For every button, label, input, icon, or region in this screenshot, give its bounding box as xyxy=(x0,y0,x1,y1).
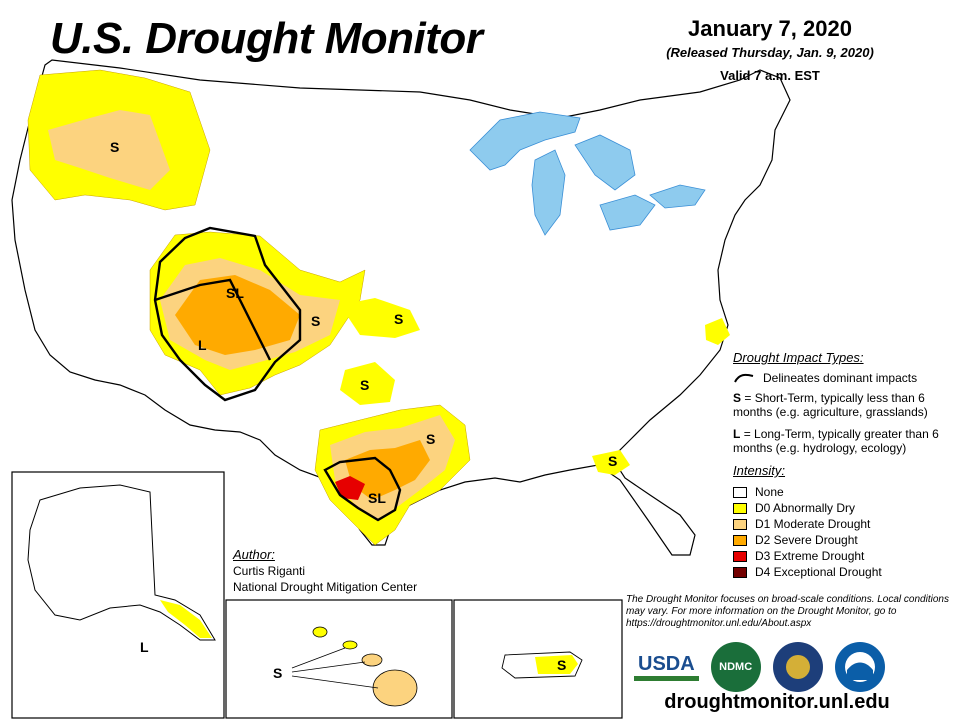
usda-logo: USDA xyxy=(634,653,699,681)
hawaii-island-oahu xyxy=(342,640,358,650)
author-name: Curtis Riganti xyxy=(233,564,306,578)
intensity-row: D0 Abnormally Dry xyxy=(733,500,953,516)
short-term-entry: S = Short-Term, typically less than 6 mo… xyxy=(733,391,953,419)
label-l-arizona: L xyxy=(198,337,207,353)
intensity-label: None xyxy=(755,485,784,499)
intensity-swatch xyxy=(733,486,747,498)
label-s-florida: S xyxy=(608,453,617,469)
impact-line-icon xyxy=(734,373,754,383)
delineates-text: Delineates dominant impacts xyxy=(763,371,918,385)
author-org: National Drought Mitigation Center xyxy=(233,580,418,594)
d2-texas xyxy=(345,440,430,500)
hawaii-pointer-3 xyxy=(291,675,379,689)
label-s-colorado: S xyxy=(311,313,320,329)
noaa-logo xyxy=(834,642,885,692)
short-term-key: S xyxy=(733,391,742,405)
map-title: U.S. Drought Monitor xyxy=(50,14,483,63)
label-s-hawaii: S xyxy=(273,665,282,681)
impact-line-west xyxy=(153,226,302,402)
valid-time: Valid 7 a.m. EST xyxy=(720,68,820,83)
long-term-key: L xyxy=(733,427,741,441)
long-term-entry: L = Long-Term, typically greater than 6 … xyxy=(733,427,953,455)
intensity-swatch xyxy=(733,518,747,530)
hawaii-island-big xyxy=(372,669,418,707)
ndmc-logo: NDMC xyxy=(710,642,761,692)
d1-pacific-northwest xyxy=(48,110,170,190)
label-sl-utah: SL xyxy=(226,285,244,301)
alaska-d0 xyxy=(160,600,212,638)
puerto-rico-d0 xyxy=(535,655,578,674)
label-sl-texas: SL xyxy=(368,490,386,506)
impact-line-texas xyxy=(323,456,402,522)
label-s-kansas: S xyxy=(394,311,403,327)
hawaii-pointer-2 xyxy=(291,661,366,673)
label-s-oklahoma: S xyxy=(360,377,369,393)
label-s-puerto-rico: S xyxy=(557,657,566,673)
intensity-label: D2 Severe Drought xyxy=(755,533,858,547)
label-s-texas-north: S xyxy=(426,431,435,447)
map-date: January 7, 2020 xyxy=(688,16,852,41)
label-l-alaska: L xyxy=(140,639,149,655)
long-term-text: = Long-Term, typically greater than 6 mo… xyxy=(733,427,939,455)
d0-kansas xyxy=(340,298,420,338)
commerce-logo xyxy=(772,642,823,692)
noaa-gull-icon xyxy=(844,652,875,682)
great-lakes xyxy=(469,111,706,236)
intensity-levels: None D0 Abnormally Dry D1 Moderate Drought… xyxy=(733,484,953,580)
intensity-row: D1 Moderate Drought xyxy=(733,516,953,532)
impact-types-heading: Drought Impact Types: xyxy=(733,350,864,365)
hawaii-island-maui xyxy=(361,653,383,667)
legend: Drought Impact Types: Delineates dominan… xyxy=(733,350,953,580)
intensity-swatch xyxy=(733,502,747,514)
eagle-icon xyxy=(785,655,810,679)
intensity-label: D1 Moderate Drought xyxy=(755,517,871,531)
intensity-label: D0 Abnormally Dry xyxy=(755,501,856,515)
release-date: (Released Thursday, Jan. 9, 2020) xyxy=(666,45,874,60)
hawaii-pointer-1 xyxy=(291,647,346,669)
info-note: The Drought Monitor focuses on broad-sca… xyxy=(626,594,949,629)
intensity-row: D4 Exceptional Drought xyxy=(733,564,953,580)
intensity-label: D3 Extreme Drought xyxy=(755,549,865,563)
intensity-swatch xyxy=(733,534,747,546)
delineates-row: Delineates dominant impacts xyxy=(733,371,953,385)
intensity-heading: Intensity: xyxy=(733,463,786,478)
intensity-row: D2 Severe Drought xyxy=(733,532,953,548)
d0-oklahoma xyxy=(340,362,395,405)
d2-four-corners xyxy=(175,275,300,355)
alaska-shape xyxy=(27,484,216,641)
impact-line-inner xyxy=(154,278,272,361)
hawaii-island-kauai xyxy=(312,626,328,638)
date-block: January 7, 2020 (Released Thursday, Jan.… xyxy=(640,16,900,83)
author-heading: Author: xyxy=(233,547,275,562)
intensity-swatch xyxy=(733,550,747,562)
intensity-row: D3 Extreme Drought xyxy=(733,548,953,564)
author-block: Author: Curtis Riganti National Drought … xyxy=(233,547,417,595)
intensity-row: None xyxy=(733,484,953,500)
hawaii-inset xyxy=(225,599,453,719)
intensity-label: D4 Exceptional Drought xyxy=(755,565,882,579)
logo-row: USDA NDMC xyxy=(634,640,954,694)
d3-texas xyxy=(335,476,365,500)
label-s-oregon: S xyxy=(110,139,119,155)
intensity-swatch xyxy=(733,566,747,578)
short-term-text: = Short-Term, typically less than 6 mont… xyxy=(733,391,928,419)
d0-virginia xyxy=(705,318,730,345)
website-link[interactable]: droughtmonitor.unl.edu xyxy=(664,691,890,713)
d0-florida xyxy=(592,450,630,475)
